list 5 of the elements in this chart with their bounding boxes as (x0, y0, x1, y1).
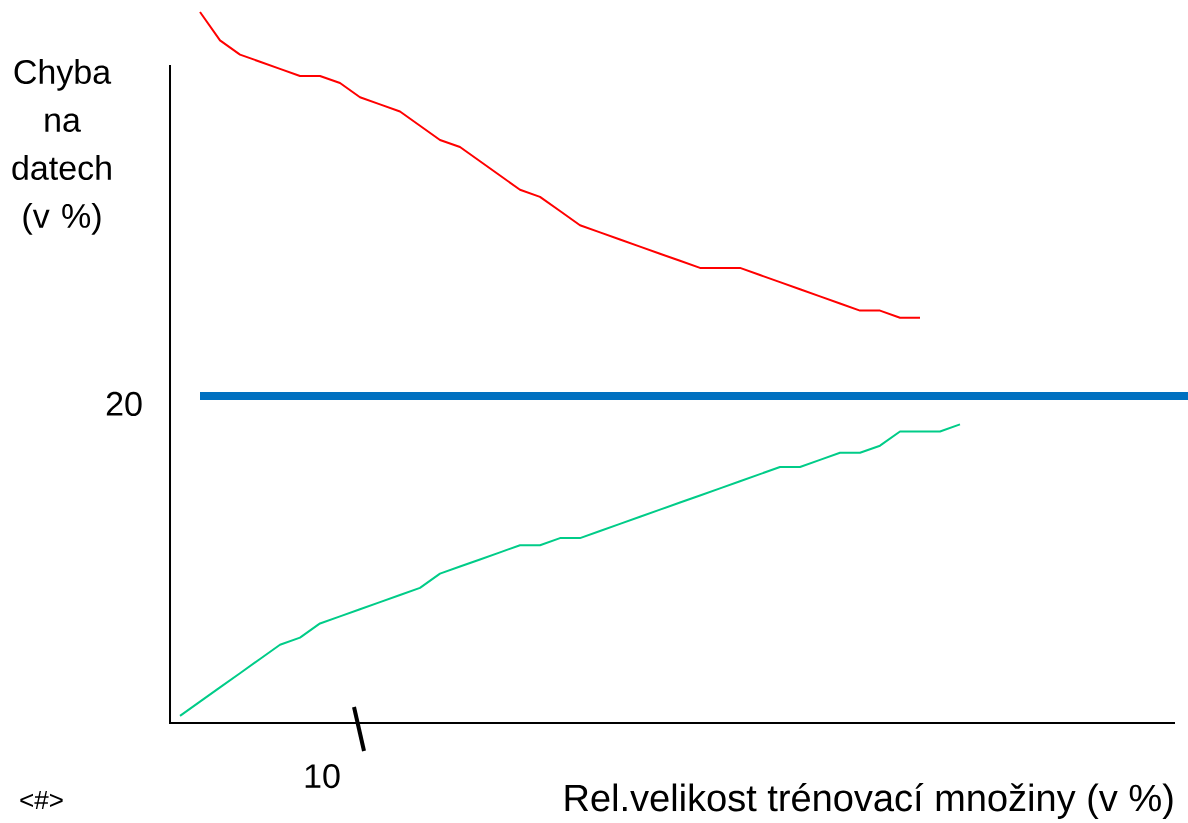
y-axis-title: Chyba na datech (v %) (12, 59, 112, 235)
text: 20 (106, 391, 142, 416)
text: <#> (20, 791, 63, 809)
text: 10 (305, 764, 340, 789)
text: Rel.velikost trénovací množiny (v %) (565, 783, 1173, 819)
